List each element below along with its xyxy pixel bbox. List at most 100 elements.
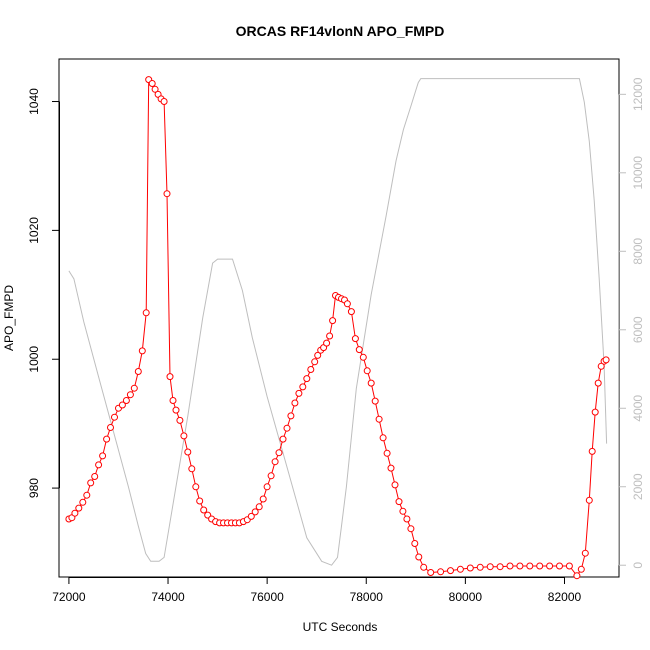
data-point bbox=[180, 432, 188, 440]
data-point bbox=[184, 448, 192, 456]
data-point bbox=[597, 362, 605, 370]
data-point bbox=[363, 367, 371, 375]
data-point bbox=[303, 375, 311, 383]
data-point bbox=[573, 572, 581, 580]
data-point bbox=[351, 335, 359, 343]
data-point bbox=[295, 389, 303, 397]
data-point bbox=[91, 473, 99, 480]
data-point bbox=[83, 491, 91, 499]
data-point bbox=[160, 98, 168, 105]
right-tick-label: 4000 bbox=[631, 395, 645, 422]
data-point bbox=[122, 397, 130, 404]
data-point bbox=[163, 190, 171, 198]
x-tick-label: 72000 bbox=[52, 590, 86, 604]
secondary-series bbox=[68, 78, 608, 566]
data-point bbox=[591, 408, 599, 416]
data-point bbox=[283, 424, 291, 432]
data-point bbox=[259, 495, 267, 503]
data-point bbox=[263, 483, 271, 491]
data-point bbox=[391, 481, 399, 489]
data-point bbox=[75, 504, 83, 512]
data-point bbox=[355, 346, 363, 354]
y-axis: 980 1000 1020 1040 bbox=[27, 88, 60, 498]
data-point bbox=[347, 308, 355, 316]
data-point bbox=[516, 562, 524, 570]
data-point bbox=[343, 300, 351, 308]
data-point bbox=[200, 506, 208, 514]
data-point bbox=[602, 356, 610, 364]
data-point bbox=[118, 401, 126, 409]
data-point bbox=[291, 399, 299, 407]
right-tick-label: 12000 bbox=[631, 77, 645, 111]
data-point bbox=[311, 358, 319, 366]
data-point bbox=[407, 525, 415, 533]
x-tick-label: 76000 bbox=[250, 590, 284, 604]
x-axis-label: UTC Seconds bbox=[303, 620, 378, 634]
data-point bbox=[103, 435, 111, 443]
data-point bbox=[99, 452, 107, 460]
x-axis: 72000 74000 76000 78000 80000 82000 bbox=[52, 577, 581, 604]
right-tick-label: 8000 bbox=[631, 238, 645, 265]
data-point bbox=[95, 461, 103, 469]
data-point bbox=[375, 415, 383, 423]
data-point bbox=[166, 373, 174, 381]
data-point bbox=[247, 512, 255, 520]
data-point bbox=[536, 562, 544, 570]
data-point bbox=[588, 447, 596, 455]
data-point bbox=[411, 540, 419, 547]
data-point bbox=[192, 483, 200, 491]
data-point bbox=[323, 339, 331, 347]
data-point bbox=[176, 416, 184, 424]
data-point bbox=[172, 406, 180, 414]
data-point bbox=[526, 562, 534, 570]
data-point bbox=[577, 565, 585, 573]
data-point bbox=[126, 391, 134, 399]
data-point bbox=[271, 458, 279, 466]
right-tick-label: 10000 bbox=[631, 156, 645, 190]
data-point bbox=[420, 563, 428, 571]
data-point bbox=[79, 498, 87, 506]
data-point bbox=[379, 434, 387, 442]
data-point bbox=[427, 569, 435, 576]
primary-series bbox=[65, 76, 610, 580]
data-point bbox=[496, 563, 504, 571]
data-point bbox=[371, 397, 379, 405]
data-point bbox=[107, 424, 114, 431]
data-point bbox=[287, 412, 295, 420]
data-point bbox=[111, 413, 118, 421]
data-point bbox=[456, 565, 464, 573]
right-tick-label: 6000 bbox=[631, 316, 645, 343]
primary-series-line bbox=[68, 78, 607, 577]
data-point bbox=[130, 384, 138, 392]
y-tick-label: 1040 bbox=[27, 88, 41, 115]
secondary-series-line bbox=[68, 78, 608, 566]
data-point bbox=[395, 498, 403, 506]
data-point bbox=[307, 366, 315, 373]
data-point bbox=[71, 509, 79, 517]
data-point bbox=[299, 383, 307, 391]
x-tick-label: 82000 bbox=[548, 590, 582, 604]
data-point bbox=[387, 464, 395, 472]
data-point bbox=[565, 562, 573, 570]
data-point bbox=[87, 479, 95, 487]
right-axis: 0 2000 4000 6000 8000 10000 12000 bbox=[618, 77, 645, 569]
data-point bbox=[594, 379, 602, 387]
data-point bbox=[267, 472, 275, 480]
data-point bbox=[329, 317, 337, 325]
data-point bbox=[403, 515, 411, 523]
right-tick-label: 0 bbox=[631, 562, 645, 569]
y-tick-label: 980 bbox=[27, 478, 41, 498]
right-tick-label: 2000 bbox=[631, 473, 645, 500]
data-point bbox=[134, 368, 142, 375]
y-tick-label: 1000 bbox=[27, 346, 41, 373]
x-tick-label: 74000 bbox=[151, 590, 185, 604]
y-axis-label: APO_FMPD bbox=[2, 285, 16, 351]
data-point bbox=[556, 562, 563, 570]
chart-title: ORCAS RF14vlonN APO_FMPD bbox=[236, 23, 445, 39]
data-point bbox=[314, 351, 322, 359]
data-point bbox=[251, 508, 259, 516]
plot-frame bbox=[58, 58, 620, 578]
data-point bbox=[196, 497, 204, 505]
data-point bbox=[359, 353, 367, 361]
